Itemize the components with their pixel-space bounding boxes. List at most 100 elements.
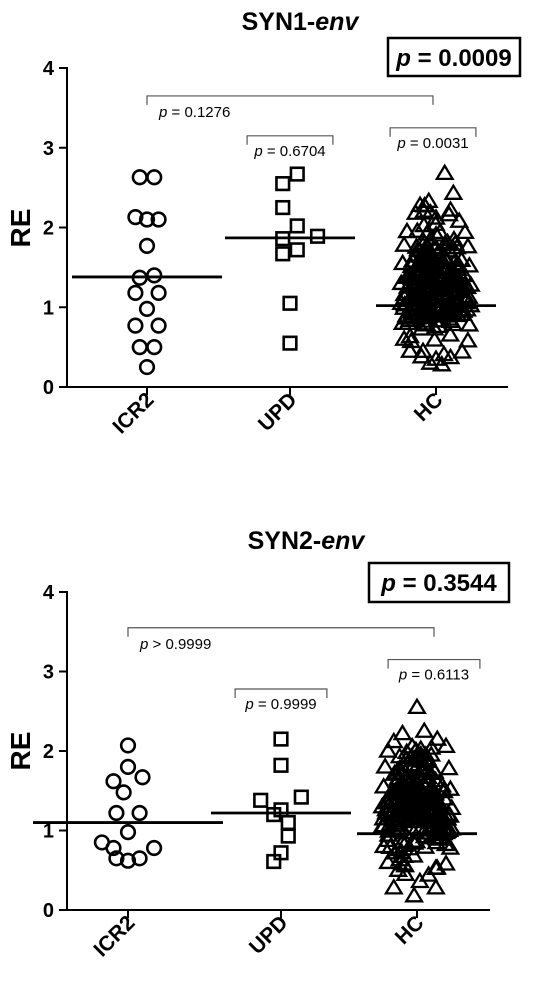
data-point-square bbox=[293, 789, 309, 805]
data-point-circle bbox=[146, 267, 163, 284]
comparison-bracket bbox=[127, 627, 435, 637]
data-point-triangle bbox=[404, 777, 425, 795]
data-point-circle bbox=[150, 284, 167, 301]
data-point-circle bbox=[150, 317, 167, 334]
data-point-triangle bbox=[399, 341, 420, 358]
data-point-triangle bbox=[391, 273, 412, 291]
data-point-circle bbox=[108, 804, 125, 822]
data-point-triangle bbox=[440, 347, 461, 365]
y-tick-label: 4 bbox=[43, 58, 55, 80]
data-point-triangle bbox=[421, 738, 442, 755]
data-point-triangle bbox=[372, 796, 393, 814]
data-point-square bbox=[273, 731, 289, 747]
data-point-circle bbox=[131, 339, 148, 356]
data-point-triangle bbox=[427, 729, 448, 746]
data-point-triangle bbox=[378, 741, 398, 758]
data-point-triangle bbox=[440, 806, 460, 823]
data-point-square bbox=[280, 814, 296, 831]
overall-p-value: p = 0.0009 bbox=[395, 45, 511, 72]
data-point-circle bbox=[146, 839, 163, 857]
data-point-circle bbox=[119, 737, 137, 754]
data-point-triangle bbox=[394, 329, 415, 346]
data-point-triangle bbox=[457, 331, 478, 348]
data-point-circle bbox=[146, 339, 163, 356]
data-point-triangle bbox=[404, 885, 425, 903]
data-point-triangle bbox=[402, 831, 423, 848]
x-tick-label: UPD bbox=[245, 911, 293, 959]
data-point-square bbox=[282, 295, 298, 311]
data-point-square bbox=[280, 828, 296, 844]
data-point-square bbox=[273, 757, 289, 773]
data-point-triangle bbox=[457, 277, 478, 295]
data-point-square bbox=[266, 806, 282, 823]
data-point-circle bbox=[115, 784, 132, 801]
data-point-circle bbox=[127, 317, 144, 334]
data-point-triangle bbox=[387, 810, 408, 828]
overall-p-value: p = 0.3544 bbox=[380, 570, 497, 597]
data-point-triangle bbox=[403, 749, 424, 766]
data-point-triangle bbox=[434, 280, 455, 298]
y-tick-label: 3 bbox=[43, 662, 54, 684]
data-point-triangle bbox=[436, 854, 456, 871]
data-point-square bbox=[289, 218, 305, 234]
data-point-triangle bbox=[437, 250, 458, 268]
data-point-triangle bbox=[378, 852, 398, 870]
data-point-triangle bbox=[373, 836, 394, 854]
data-point-triangle bbox=[418, 301, 439, 319]
data-point-triangle bbox=[447, 271, 468, 288]
y-tick-label: 0 bbox=[43, 900, 54, 922]
data-point-circle bbox=[131, 850, 148, 867]
data-point-triangle bbox=[406, 237, 427, 254]
data-point-triangle bbox=[443, 314, 464, 332]
data-point-circle bbox=[138, 237, 156, 254]
data-point-triangle bbox=[392, 313, 413, 330]
data-point-circle bbox=[131, 169, 148, 186]
data-point-triangle bbox=[425, 878, 446, 895]
data-point-triangle bbox=[393, 758, 414, 776]
data-point-triangle bbox=[407, 221, 428, 238]
y-axis-label: RE bbox=[5, 209, 36, 248]
y-tick-label: 2 bbox=[43, 741, 54, 763]
x-tick-label: UPD bbox=[254, 388, 302, 436]
data-point-triangle bbox=[430, 222, 450, 240]
overall-p-box bbox=[386, 36, 522, 78]
chart-title: SYN1-env bbox=[242, 8, 361, 36]
data-point-triangle bbox=[460, 275, 481, 292]
x-tick-label: ICR2 bbox=[89, 911, 139, 961]
data-point-triangle bbox=[421, 258, 442, 276]
data-point-triangle bbox=[401, 268, 422, 286]
comparison-p-value: p = 0.0031 bbox=[396, 135, 468, 152]
data-point-triangle bbox=[407, 697, 427, 715]
data-point-circle bbox=[105, 839, 122, 857]
data-point-triangle bbox=[426, 208, 446, 225]
data-point-triangle bbox=[392, 763, 413, 780]
comparison-p-value: p = 0.6704 bbox=[253, 143, 325, 160]
data-point-triangle bbox=[459, 315, 480, 332]
data-point-triangle bbox=[392, 253, 413, 271]
data-point-circle bbox=[105, 773, 122, 790]
data-point-triangle bbox=[424, 330, 445, 347]
data-point-triangle bbox=[449, 211, 470, 228]
data-point-triangle bbox=[397, 221, 417, 239]
data-point-circle bbox=[134, 769, 151, 786]
y-tick-label: 2 bbox=[43, 218, 54, 240]
data-point-square bbox=[266, 853, 282, 870]
data-point-triangle bbox=[418, 865, 439, 882]
data-point-triangle bbox=[438, 293, 459, 310]
comparison-bracket bbox=[246, 135, 334, 145]
comparison-p-value: p > 0.9999 bbox=[139, 636, 211, 653]
data-point-circle bbox=[127, 284, 144, 301]
data-point-triangle bbox=[395, 855, 416, 873]
data-point-triangle bbox=[423, 760, 444, 777]
y-tick-label: 1 bbox=[43, 821, 54, 843]
data-point-circle bbox=[146, 169, 163, 186]
data-point-triangle bbox=[426, 225, 446, 242]
data-point-triangle bbox=[434, 163, 455, 181]
data-point-triangle bbox=[452, 342, 473, 359]
data-point-triangle bbox=[457, 236, 478, 254]
comparison-bracket bbox=[234, 688, 328, 698]
data-point-square bbox=[289, 242, 305, 258]
data-point-triangle bbox=[434, 781, 454, 799]
comparison-bracket bbox=[387, 658, 481, 669]
